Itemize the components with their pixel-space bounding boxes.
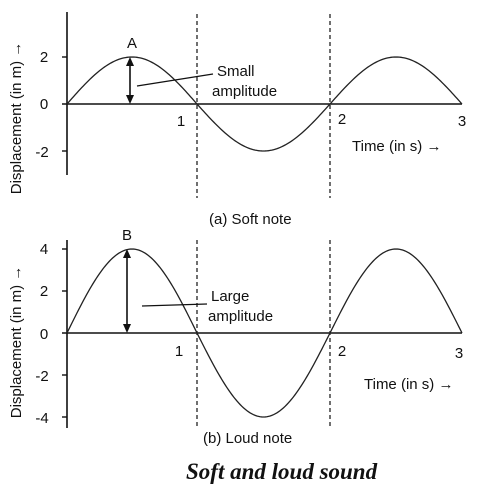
panel-soft-note: 2 0 -2 1 2 3 Time (in s) → Displacement … [8,12,466,228]
y-tick-label: 2 [40,49,48,66]
amplitude-arrowhead-bottom [126,95,134,104]
y-tick-label: 0 [40,326,48,343]
annotation-line-2: amplitude [212,83,277,100]
figure-caption: Soft and loud sound [186,459,378,484]
x-axis-label: Time (in s) → [352,138,441,155]
y-tick-label: 4 [40,241,48,258]
x-tick-label: 1 [177,113,185,130]
x-tick-label: 3 [455,345,463,362]
y-tick-label: -2 [35,368,48,385]
panel-caption: (a) Soft note [209,211,292,228]
annotation-line-1: Large [211,288,249,305]
annotation-line-1: Small [217,63,255,80]
panel-loud-note: 4 2 0 -2 -4 1 2 3 Time (in s) → Displace… [8,227,463,447]
amplitude-arrowhead-top [126,57,134,66]
waveform-line [66,56,463,152]
x-tick-label: 3 [458,113,466,130]
y-tick-label: -4 [35,410,48,427]
x-axis-label: Time (in s) → [364,376,453,393]
amplitude-arrowhead-bottom [123,324,131,333]
y-tick-label: 0 [40,96,48,113]
x-tick-label: 2 [338,343,346,360]
y-tick-label: 2 [40,283,48,300]
x-tick-label: 2 [338,111,346,128]
x-tick-label: 1 [175,343,183,360]
y-axis-label: Displacement (in m) → [8,266,25,419]
annotation-leader [136,73,214,87]
waveform-line [66,248,463,418]
annotation-line-2: amplitude [208,308,273,325]
y-axis-label: Displacement (in m) → [8,42,25,195]
amplitude-arrowhead-top [123,249,131,258]
peak-label: B [122,227,132,244]
annotation-leader [141,303,208,307]
y-tick-label: -2 [35,144,48,161]
panel-caption: (b) Loud note [203,430,292,447]
peak-label: A [127,35,137,52]
